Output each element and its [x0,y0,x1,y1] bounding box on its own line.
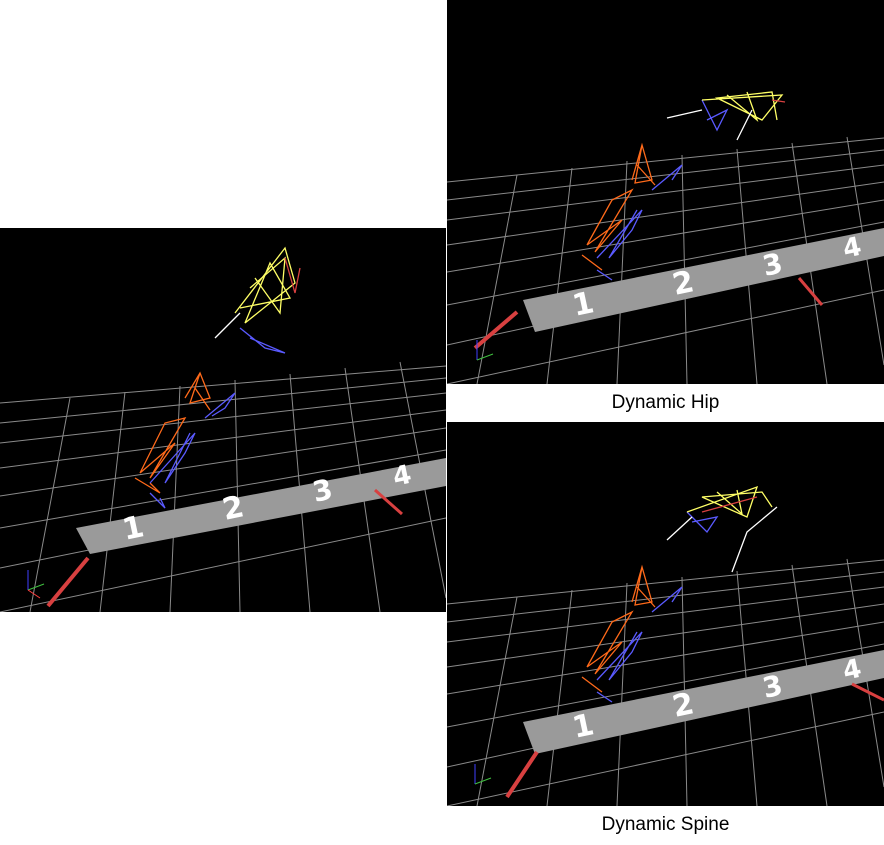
lane-strip [523,650,884,754]
dynamic-hip-panel: 1 2 3 4 [447,0,884,384]
dynamic-hip-render: 1 2 3 4 [447,91,884,384]
reference-render-panel: 1 2 3 4 [0,228,446,612]
direction-arrow [797,277,824,306]
direction-arrow [473,310,519,350]
direction-arrow [505,750,539,799]
right-leg [596,99,729,281]
left-leg [581,564,656,693]
direction-arrow [851,682,884,702]
lane-number-4: 4 [840,654,864,687]
direction-arrow [374,488,403,516]
axis-gizmo-icon [27,570,45,599]
right-leg [149,327,286,509]
dynamic-spine-render: 1 2 3 4 [447,485,884,806]
torso [686,485,773,518]
dynamic-spine-caption: Dynamic Spine [601,814,730,835]
dynamic-spine-panel: 1 2 3 4 [447,422,884,806]
left-leg [581,142,656,271]
lane-number-4: 4 [390,460,414,493]
skeleton [581,485,778,703]
skeleton [134,246,301,509]
left-leg [134,371,211,494]
lane-strip [76,458,446,554]
torso [701,91,784,123]
torso [234,246,296,324]
reference-render: 1 2 3 4 [0,246,446,612]
direction-arrow [46,556,90,608]
ground-grid [447,136,884,384]
skeleton [581,91,786,281]
lane-strip [523,228,884,332]
right-leg [596,511,719,703]
lane-number-4: 4 [840,232,864,265]
dynamic-hip-caption: Dynamic Hip [611,392,720,413]
axis-gizmo-icon [474,764,492,785]
axis-gizmo-icon [476,340,494,361]
